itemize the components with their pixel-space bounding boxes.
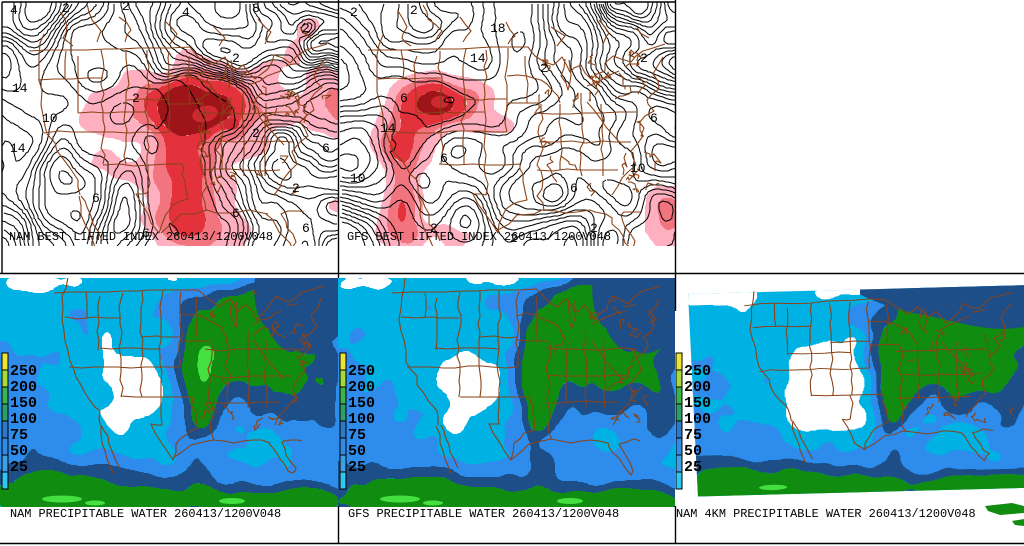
- svg-text:6: 6: [650, 111, 658, 126]
- svg-text:200: 200: [684, 379, 711, 396]
- svg-text:25: 25: [684, 459, 702, 476]
- svg-text:6: 6: [232, 206, 240, 221]
- svg-text:6: 6: [400, 91, 408, 106]
- svg-text:250: 250: [684, 363, 711, 380]
- svg-text:100: 100: [10, 411, 37, 428]
- svg-text:2: 2: [62, 1, 70, 16]
- svg-text:6: 6: [570, 181, 578, 196]
- svg-text:2: 2: [232, 51, 240, 66]
- svg-text:2: 2: [640, 51, 648, 66]
- svg-text:200: 200: [348, 379, 375, 396]
- svg-text:2: 2: [510, 231, 518, 246]
- svg-text:2: 2: [410, 3, 418, 18]
- svg-text:25: 25: [348, 459, 366, 476]
- svg-text:75: 75: [348, 427, 366, 444]
- svg-text:14: 14: [470, 51, 486, 66]
- svg-text:2: 2: [122, 0, 130, 14]
- svg-text:50: 50: [684, 443, 702, 460]
- svg-text:6: 6: [302, 221, 310, 236]
- svg-text:8: 8: [252, 1, 260, 16]
- svg-text:75: 75: [10, 427, 28, 444]
- svg-text:100: 100: [684, 411, 711, 428]
- svg-text:2: 2: [252, 126, 260, 141]
- svg-text:75: 75: [684, 427, 702, 444]
- svg-text:250: 250: [348, 363, 375, 380]
- svg-text:6: 6: [92, 191, 100, 206]
- svg-text:150: 150: [684, 395, 711, 412]
- svg-text:2: 2: [430, 221, 438, 236]
- svg-text:6: 6: [322, 141, 330, 156]
- svg-text:6: 6: [440, 151, 448, 166]
- svg-text:4: 4: [182, 5, 190, 20]
- svg-text:150: 150: [348, 395, 375, 412]
- svg-text:10: 10: [42, 111, 58, 126]
- svg-text:4: 4: [10, 3, 18, 18]
- svg-text:50: 50: [10, 443, 28, 460]
- svg-text:2: 2: [302, 21, 310, 36]
- svg-text:10: 10: [630, 161, 646, 176]
- svg-text:200: 200: [10, 379, 37, 396]
- svg-text:2: 2: [292, 181, 300, 196]
- svg-text:GFS BEST LIFTED INDEX 260413/1: GFS BEST LIFTED INDEX 260413/1200V048: [347, 230, 611, 244]
- svg-text:6: 6: [142, 226, 150, 241]
- svg-text:18: 18: [490, 21, 506, 36]
- svg-text:NAM BEST LIFTED INDEX 260413/1: NAM BEST LIFTED INDEX 260413/1200V048: [9, 230, 273, 244]
- svg-text:NAM 4KM PRECIPITABLE WATER 260: NAM 4KM PRECIPITABLE WATER 260413/1200V0…: [676, 507, 976, 521]
- svg-text:2: 2: [590, 221, 598, 236]
- svg-text:GFS PRECIPITABLE WATER 260413/: GFS PRECIPITABLE WATER 260413/1200V048: [348, 507, 619, 521]
- svg-text:NAM PRECIPITABLE WATER 260413/: NAM PRECIPITABLE WATER 260413/1200V048: [10, 507, 281, 521]
- svg-text:10: 10: [350, 171, 366, 186]
- svg-text:100: 100: [348, 411, 375, 428]
- svg-text:250: 250: [10, 363, 37, 380]
- svg-text:14: 14: [10, 141, 26, 156]
- svg-text:50: 50: [348, 443, 366, 460]
- svg-text:2: 2: [540, 61, 548, 76]
- svg-text:150: 150: [10, 395, 37, 412]
- svg-text:14: 14: [380, 121, 396, 136]
- svg-text:2: 2: [350, 5, 358, 20]
- svg-text:25: 25: [10, 459, 28, 476]
- svg-text:2: 2: [132, 91, 140, 106]
- svg-text:14: 14: [12, 81, 28, 96]
